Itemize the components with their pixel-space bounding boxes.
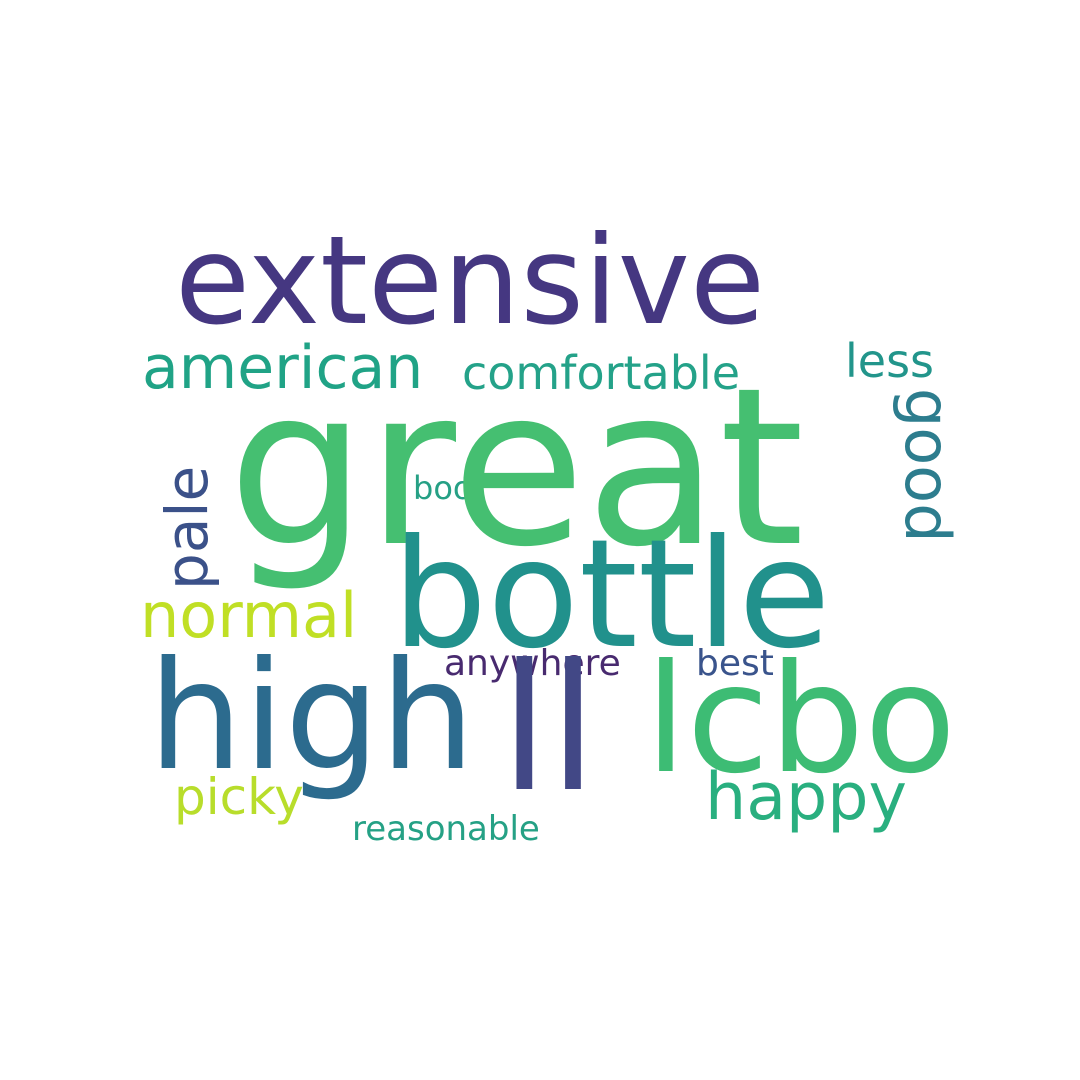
word-good: good (891, 388, 964, 543)
word-reasonable: reasonable (352, 809, 540, 849)
word-american: american (142, 333, 424, 403)
word-happy: happy (705, 760, 908, 835)
word-pale: pale (153, 465, 221, 590)
word-boo: boo (413, 469, 473, 507)
word-anywhere: anywhere (444, 643, 621, 684)
word-picky: picky (174, 768, 304, 826)
word-comfortable: comfortable (462, 346, 740, 400)
word-lcbo: lcbo (645, 633, 957, 807)
word-less: less (845, 334, 935, 388)
word-high: high (148, 630, 476, 804)
word-ll: ll (500, 628, 598, 831)
word-bottle: bottle (392, 508, 831, 682)
word-great: great (228, 342, 805, 595)
word-best: best (696, 643, 774, 684)
word-extensive: extensive (175, 210, 766, 352)
word-normal: normal (140, 579, 358, 652)
